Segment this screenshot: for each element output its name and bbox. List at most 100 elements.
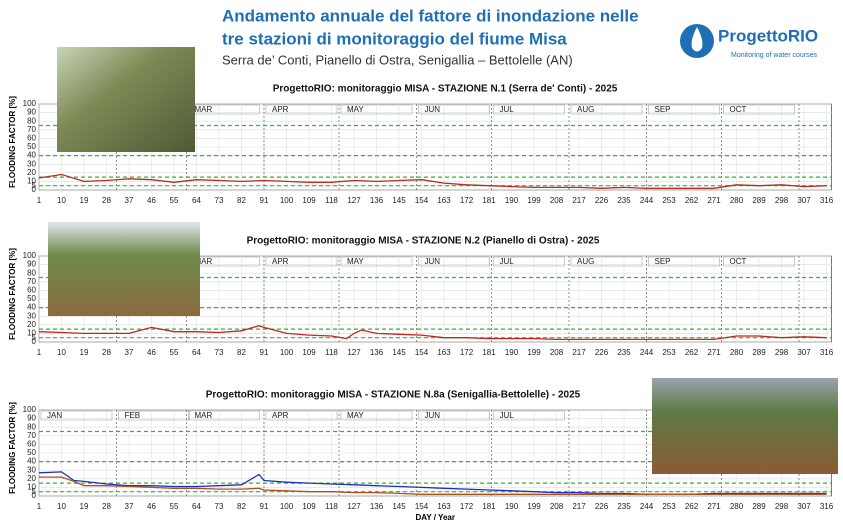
month-box [118, 410, 190, 421]
y-tick-label: 60 [27, 440, 36, 449]
x-tick-label: 244 [640, 502, 654, 511]
x-tick-label: 181 [482, 502, 496, 511]
x-tick-label: 1 [37, 502, 42, 511]
month-label: MAY [347, 105, 364, 114]
x-tick-label: 253 [662, 502, 676, 511]
x-tick-label: 46 [147, 502, 156, 511]
month-box [265, 256, 338, 267]
x-axis-label: DAY / Year [416, 513, 455, 522]
logo-drop [691, 27, 703, 52]
x-tick-label: 28 [102, 348, 111, 357]
x-tick-label: 280 [730, 196, 744, 205]
x-tick-label: 307 [797, 502, 811, 511]
x-tick-label: 73 [215, 196, 224, 205]
y-tick-label: 90 [27, 414, 36, 423]
x-tick-label: 145 [392, 348, 406, 357]
x-tick-label: 28 [102, 502, 111, 511]
x-tick-label: 280 [730, 348, 744, 357]
x-tick-label: 136 [370, 348, 384, 357]
y-tick-label: 70 [27, 277, 36, 286]
logo: ProgettoRIO Monitoring of water courses [680, 24, 818, 59]
month-label: JUL [500, 411, 515, 420]
month-label: JAN [47, 411, 62, 420]
x-tick-label: 64 [192, 502, 201, 511]
x-tick-label: 118 [325, 502, 338, 511]
x-tick-label: 217 [572, 502, 586, 511]
x-tick-label: 127 [347, 196, 361, 205]
month-label: MAR [195, 411, 213, 420]
x-tick-label: 172 [460, 348, 474, 357]
y-tick-label: 70 [27, 125, 36, 134]
x-tick-label: 82 [237, 196, 246, 205]
y-tick-label: 30 [27, 465, 36, 474]
x-tick-label: 19 [80, 348, 89, 357]
month-box [265, 104, 338, 115]
x-tick-label: 289 [752, 502, 766, 511]
month-label: APR [272, 257, 289, 266]
month-box [418, 410, 490, 421]
x-tick-label: 73 [215, 348, 224, 357]
station-photo [57, 47, 195, 152]
y-tick-label: 100 [23, 405, 37, 414]
x-tick-label: 118 [325, 196, 338, 205]
x-tick-label: 262 [685, 196, 699, 205]
x-tick-label: 55 [170, 502, 179, 511]
month-box [340, 256, 413, 267]
x-tick-label: 181 [482, 348, 496, 357]
x-tick-label: 307 [797, 348, 811, 357]
x-tick-label: 154 [415, 348, 429, 357]
x-tick-label: 19 [80, 196, 89, 205]
month-label: SEP [655, 105, 671, 114]
month-label: AUG [577, 105, 594, 114]
month-label: APR [272, 105, 289, 114]
x-tick-label: 217 [572, 348, 586, 357]
month-box [723, 104, 795, 115]
month-label: MAR [195, 105, 213, 114]
chart-title: ProgettoRIO: monitoraggio MISA - STAZION… [273, 84, 618, 95]
x-tick-label: 82 [237, 502, 246, 511]
y-tick-label: 40 [27, 151, 36, 160]
x-tick-label: 199 [527, 502, 541, 511]
x-tick-label: 127 [347, 348, 361, 357]
month-label: OCT [730, 257, 747, 266]
x-tick-label: 46 [147, 196, 156, 205]
x-tick-label: 316 [820, 348, 834, 357]
x-tick-label: 1 [37, 348, 42, 357]
month-label: MAY [347, 257, 364, 266]
x-tick-label: 109 [302, 196, 316, 205]
x-tick-label: 145 [392, 502, 406, 511]
y-axis-label: FLOODING FACTOR [%] [8, 402, 17, 494]
x-tick-label: 199 [527, 348, 541, 357]
x-tick-label: 100 [280, 502, 294, 511]
x-tick-label: 271 [707, 502, 721, 511]
y-axis-label: FLOODING FACTOR [%] [8, 96, 17, 188]
x-tick-label: 262 [685, 502, 699, 511]
month-label: JUL [500, 105, 515, 114]
y-tick-label: 20 [27, 474, 36, 483]
month-label: JUN [425, 105, 441, 114]
month-box [493, 104, 565, 115]
x-tick-label: 172 [460, 196, 474, 205]
x-tick-label: 73 [215, 502, 224, 511]
y-tick-label: 60 [27, 134, 36, 143]
x-tick-label: 190 [505, 502, 519, 511]
month-label: JUN [425, 257, 441, 266]
month-box [418, 256, 490, 267]
y-tick-label: 80 [27, 116, 36, 125]
y-tick-label: 30 [27, 159, 36, 168]
y-tick-label: 10 [27, 329, 36, 338]
y-tick-label: 80 [27, 268, 36, 277]
x-tick-label: 136 [370, 196, 384, 205]
x-tick-label: 226 [595, 502, 609, 511]
x-tick-label: 127 [347, 502, 361, 511]
x-tick-label: 91 [260, 502, 269, 511]
x-tick-label: 100 [280, 196, 294, 205]
y-tick-label: 0 [32, 491, 37, 500]
y-tick-label: 0 [32, 337, 37, 346]
x-tick-label: 181 [482, 196, 496, 205]
y-tick-label: 50 [27, 294, 36, 303]
x-tick-label: 235 [617, 348, 631, 357]
y-tick-label: 50 [27, 448, 36, 457]
